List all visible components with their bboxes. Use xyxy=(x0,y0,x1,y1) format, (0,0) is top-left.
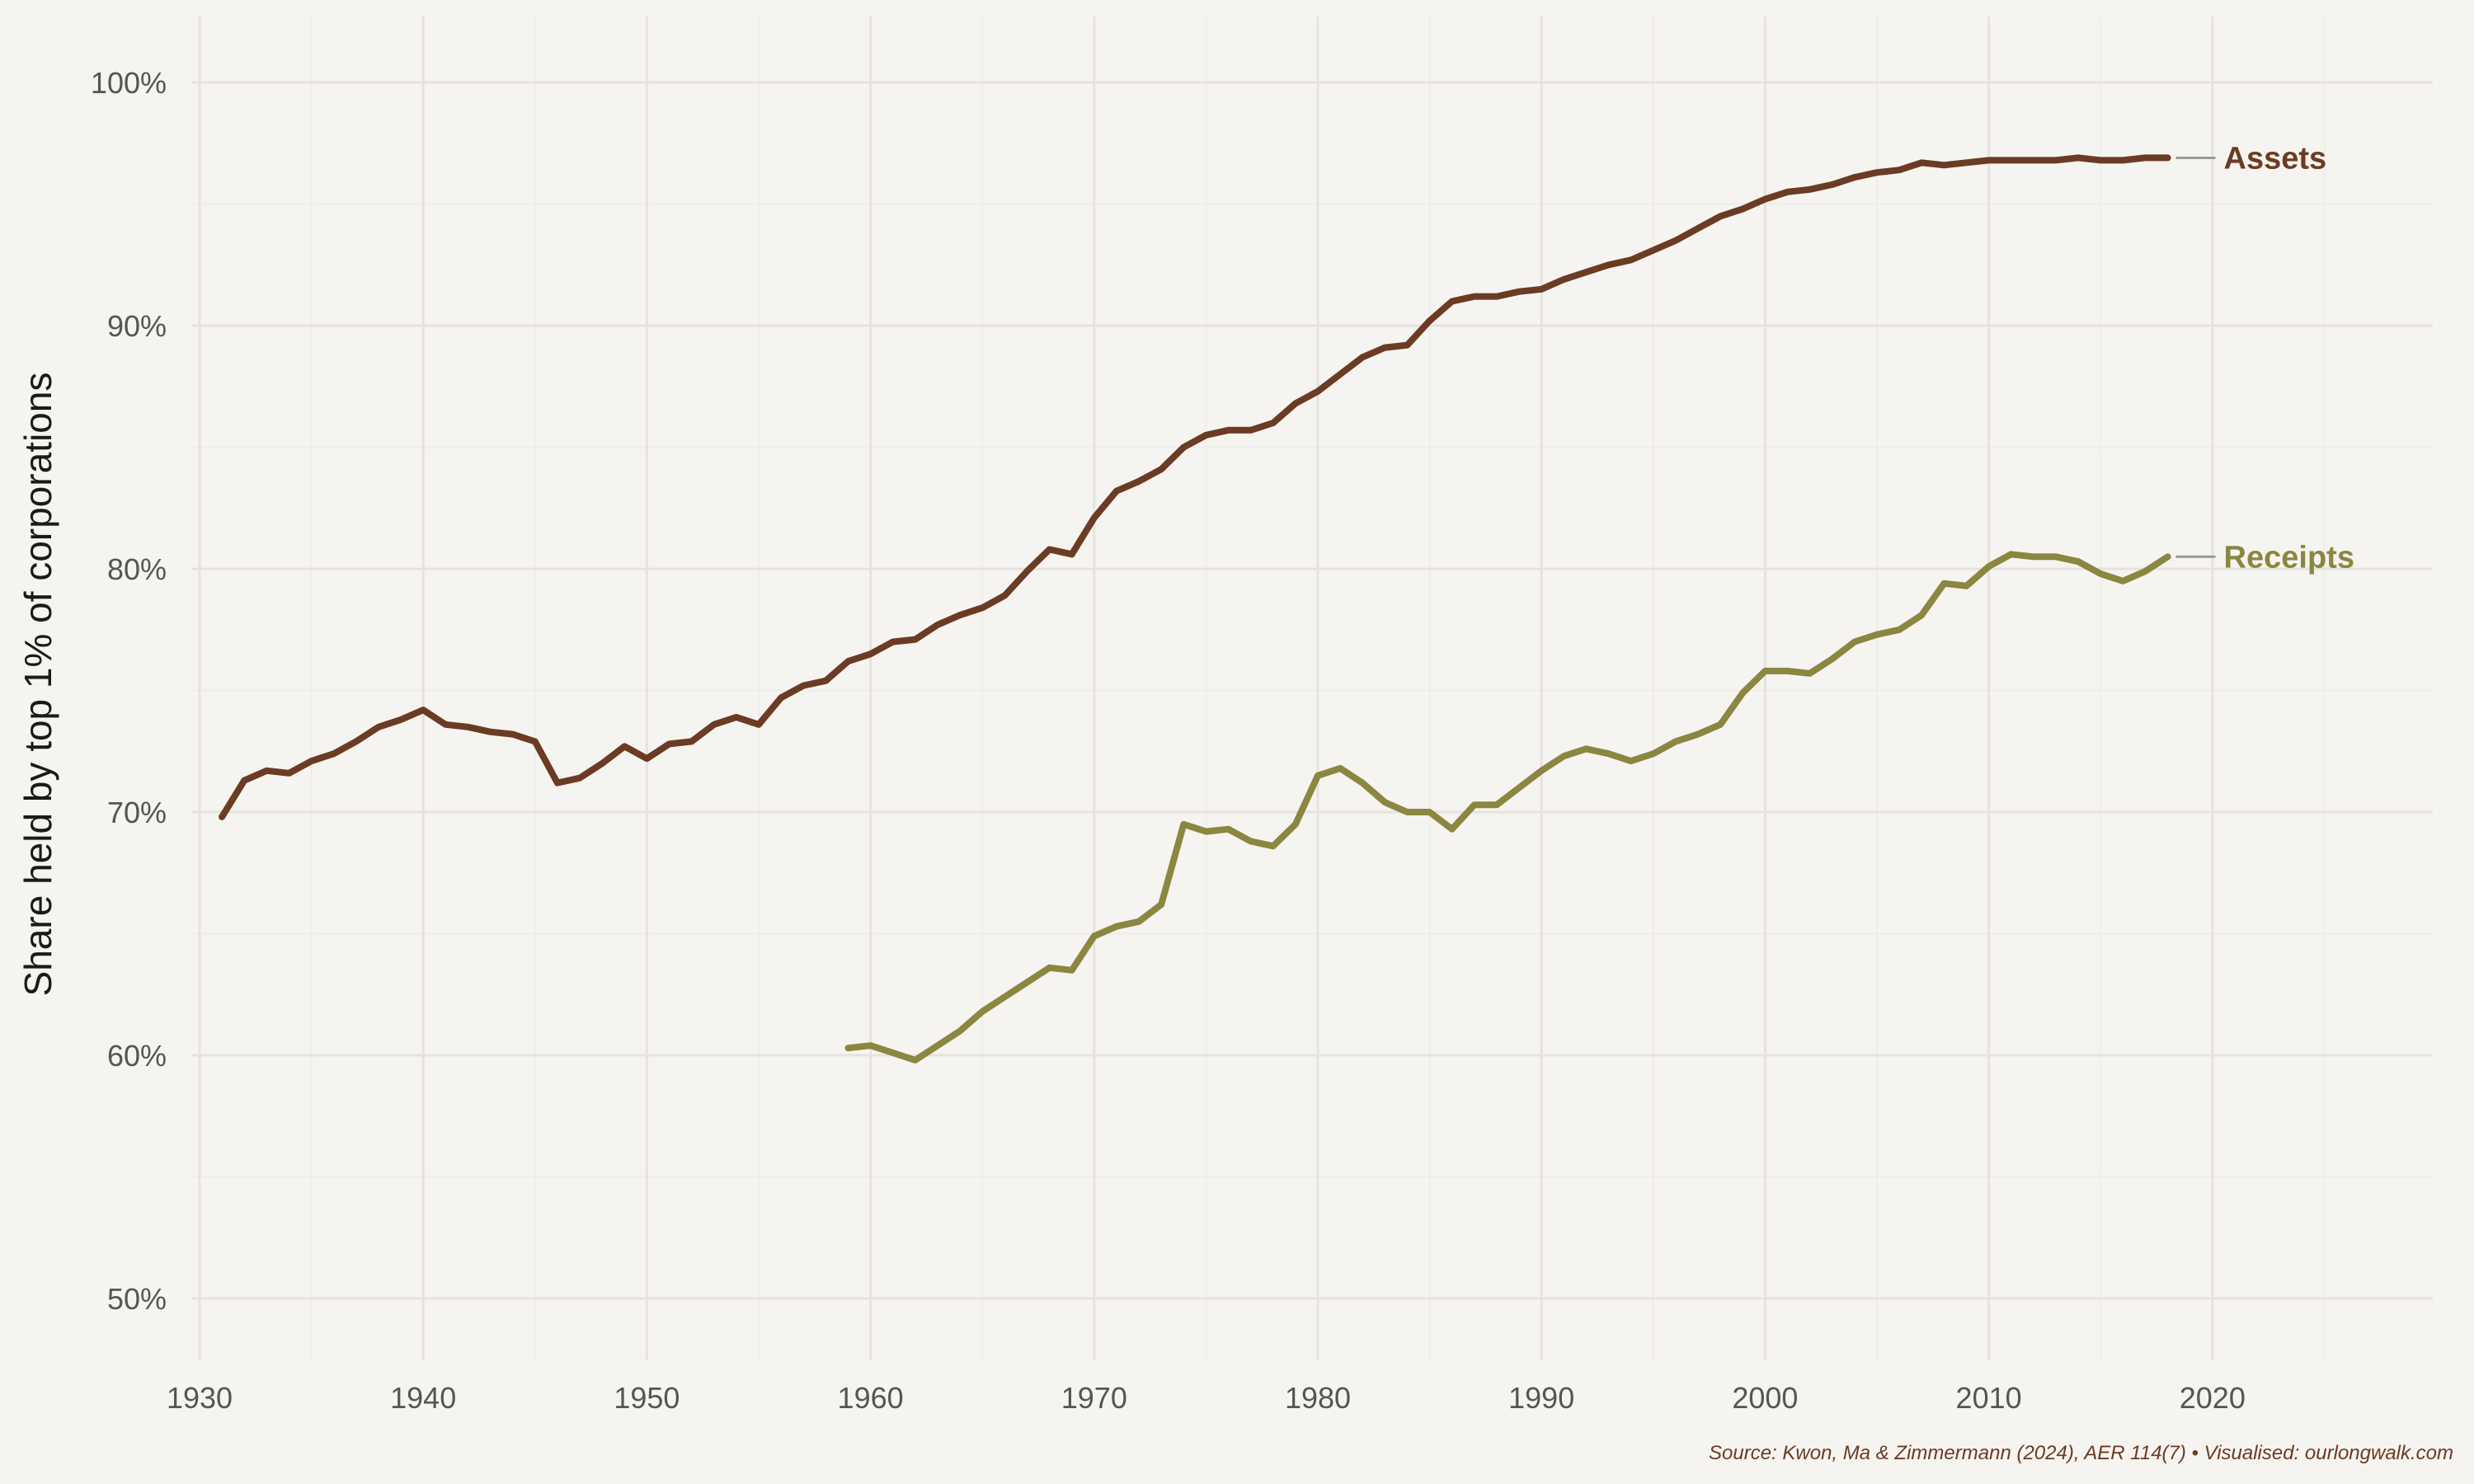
minor-gridlines xyxy=(191,16,2433,1360)
x-axis-ticks: 1930 1940 1950 1960 1970 1980 1990 2000 2010 2020 xyxy=(167,1381,2246,1415)
y-axis-label: Share held by top 1% of corporations xyxy=(16,373,59,997)
series-labels: Assets Receipts xyxy=(2175,141,2354,575)
y-tick-label: 100% xyxy=(91,66,167,100)
x-tick-label: 2000 xyxy=(1732,1381,1798,1415)
source-caption: Source: Kwon, Ma & Zimmermann (2024), AE… xyxy=(1709,1442,2453,1464)
y-tick-label: 50% xyxy=(107,1282,167,1316)
x-tick-label: 1980 xyxy=(1285,1381,1351,1415)
x-tick-label: 1940 xyxy=(390,1381,456,1415)
x-tick-label: 2010 xyxy=(1956,1381,2022,1415)
x-tick-label: 1950 xyxy=(614,1381,680,1415)
y-tick-label: 80% xyxy=(107,552,167,586)
x-tick-label: 1990 xyxy=(1508,1381,1574,1415)
x-tick-label: 1930 xyxy=(167,1381,233,1415)
series-label-assets: Assets xyxy=(2224,141,2327,176)
series-lines xyxy=(219,154,2171,1064)
y-axis-ticks: 50% 60% 70% 80% 90% 100% xyxy=(91,66,167,1316)
series-label-receipts: Receipts xyxy=(2224,540,2354,575)
y-tick-label: 60% xyxy=(107,1039,167,1073)
series-line-receipts xyxy=(844,551,2171,1064)
major-gridlines xyxy=(191,16,2433,1360)
x-tick-label: 1960 xyxy=(838,1381,904,1415)
y-tick-label: 70% xyxy=(107,796,167,829)
y-tick-label: 90% xyxy=(107,309,167,343)
series-line-assets xyxy=(219,154,2171,820)
x-tick-label: 2020 xyxy=(2180,1381,2246,1415)
x-tick-label: 1970 xyxy=(1061,1381,1127,1415)
